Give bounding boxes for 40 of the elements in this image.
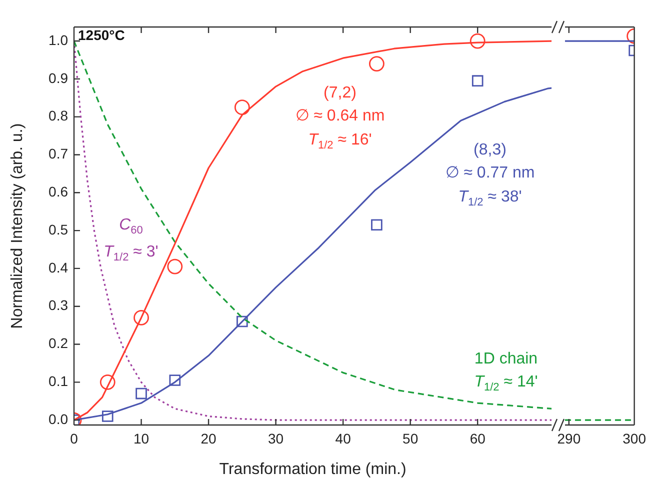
y-tick-label: 0.7 — [48, 146, 68, 162]
point — [100, 374, 116, 390]
y-tick-label: 0.4 — [48, 259, 68, 276]
y-tick-label: 0.6 — [48, 184, 68, 200]
x-tick-label: 20 — [200, 430, 217, 446]
y-tick-label: 1.0 — [48, 32, 68, 48]
y-axis-title: Normalized Intensity (arb. u.) — [9, 123, 26, 329]
point — [134, 310, 149, 326]
point — [169, 374, 181, 386]
annotation: ∅ ≈ 0.64 nm — [295, 107, 385, 124]
annotation: (8,3) — [474, 141, 506, 158]
point — [236, 316, 248, 328]
x-tick-label: 300 — [622, 430, 646, 446]
point — [234, 100, 250, 116]
x-tick-label: 60 — [470, 430, 486, 446]
y-tick-label: 0.5 — [48, 221, 68, 238]
point — [472, 75, 484, 86]
y-tick-label: 0.8 — [48, 108, 68, 124]
annotation: (7,2) — [324, 84, 356, 102]
point — [470, 33, 486, 49]
annotation: 1250°C — [78, 26, 125, 43]
point — [102, 410, 114, 422]
y-tick-label: 0.0 — [48, 410, 68, 427]
y-tick-label: 0.1 — [48, 373, 68, 390]
x-tick-label: 50 — [402, 430, 418, 446]
x-tick-label: 40 — [335, 430, 352, 446]
x-axis-title: Transformation time (min.) — [219, 460, 406, 478]
point — [369, 56, 384, 72]
annotation: ∅ ≈ 0.77 nm — [445, 164, 535, 182]
x-tick-label: 30 — [268, 430, 284, 446]
y-tick-label: 0.2 — [48, 335, 68, 352]
x-tick-label: 0 — [70, 430, 78, 446]
point — [371, 219, 382, 231]
y-tick-label: 0.3 — [48, 297, 68, 314]
annotation: 1D chain — [474, 350, 538, 368]
x-tick-label: 290 — [557, 430, 581, 446]
point — [136, 388, 147, 400]
point — [167, 258, 183, 274]
x-tick-label: 10 — [133, 430, 150, 446]
y-tick-label: 0.9 — [48, 70, 68, 86]
